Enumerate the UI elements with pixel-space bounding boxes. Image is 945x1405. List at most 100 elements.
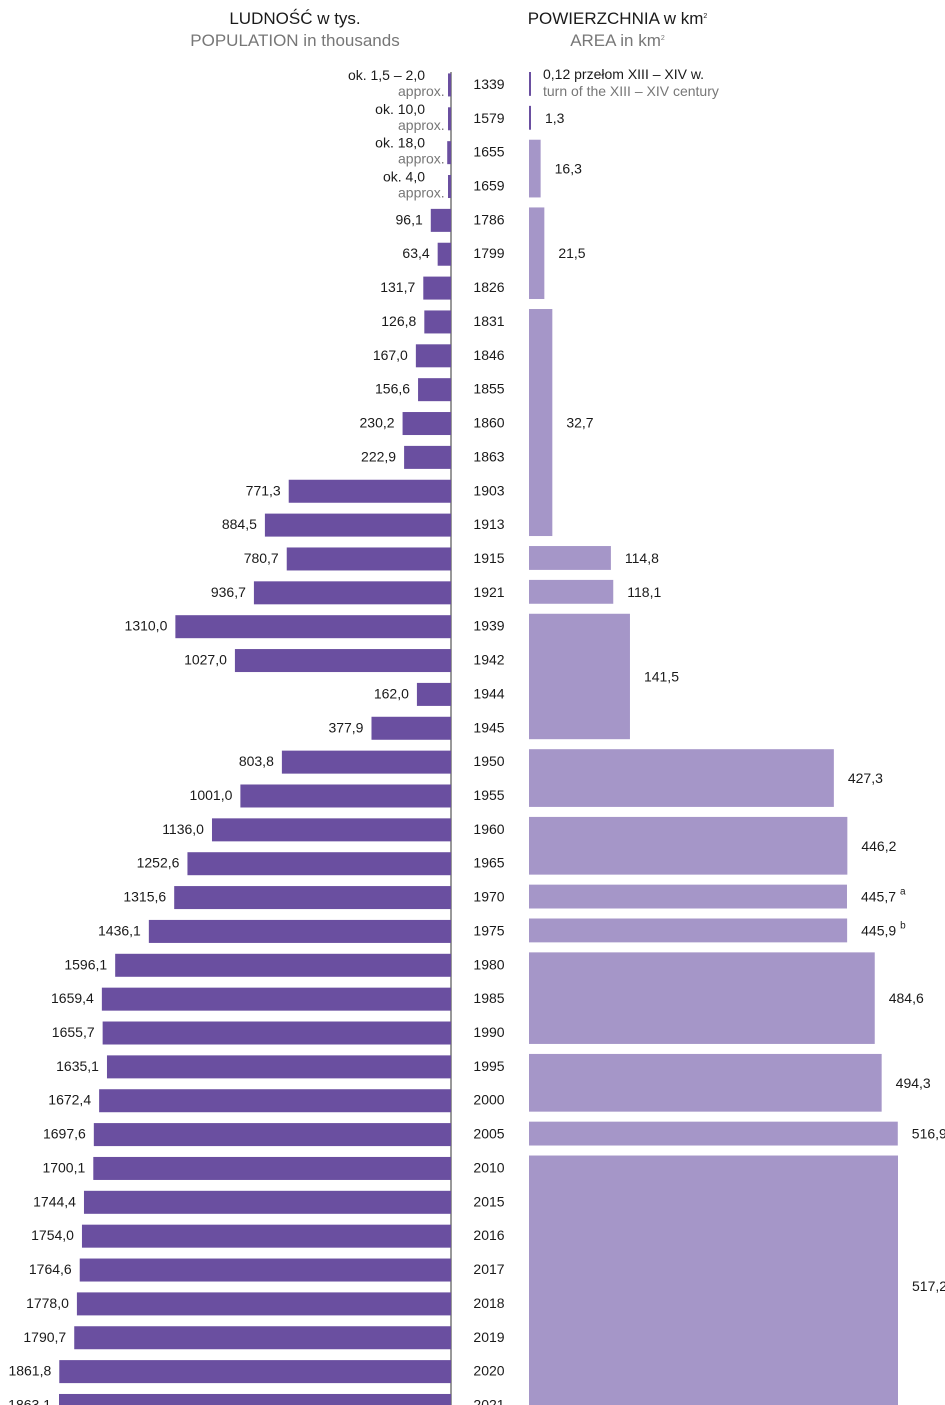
population-value-label: 1252,6 xyxy=(137,855,180,871)
population-bar xyxy=(211,818,451,842)
area-value-label: 484,6 xyxy=(889,990,924,1006)
population-bar xyxy=(281,750,451,774)
year-label: 1980 xyxy=(473,956,504,972)
population-value-label: 936,7 xyxy=(211,584,246,600)
year-label: 1831 xyxy=(473,313,504,329)
year-label: 1942 xyxy=(473,652,504,668)
area-bar xyxy=(529,1053,882,1112)
population-value-label: 377,9 xyxy=(328,719,363,735)
area-footnote-marker: b xyxy=(900,920,906,931)
area-bar xyxy=(529,309,553,537)
area-value-label: 517,2 xyxy=(912,1278,945,1294)
year-label: 1855 xyxy=(473,381,504,397)
population-bar xyxy=(415,344,451,368)
year-label: 1965 xyxy=(473,855,504,871)
population-bar xyxy=(175,615,451,639)
population-bar xyxy=(148,919,451,943)
population-value-label: 1027,0 xyxy=(184,652,227,668)
area-bar xyxy=(529,1155,898,1405)
area-footnote-marker: a xyxy=(900,887,906,898)
population-approx-note: approx. xyxy=(398,117,445,133)
population-value-label: 1863,1 xyxy=(8,1396,51,1405)
population-bar xyxy=(76,1292,451,1316)
year-label: 2010 xyxy=(473,1159,504,1175)
year-label: 2016 xyxy=(473,1227,504,1243)
population-bar xyxy=(371,716,451,740)
year-label: 1915 xyxy=(473,550,504,566)
population-bar xyxy=(264,513,451,537)
population-value-label: ok. 18,0 xyxy=(375,135,425,151)
year-label: 1921 xyxy=(473,584,504,600)
area-value-label: 118,1 xyxy=(627,584,661,600)
year-label: 1863 xyxy=(473,448,504,464)
population-value-label: ok. 4,0 xyxy=(383,169,425,185)
year-label: 2019 xyxy=(473,1329,504,1345)
year-label: 1960 xyxy=(473,821,504,837)
population-approx-note: approx. xyxy=(398,185,445,201)
population-value-label: 1136,0 xyxy=(162,821,204,837)
year-label: 1985 xyxy=(473,990,504,1006)
population-approx-note: approx. xyxy=(398,151,445,167)
year-label: 1944 xyxy=(473,685,504,701)
year-label: 2021 xyxy=(473,1396,504,1405)
population-value-label: 1861,8 xyxy=(8,1363,51,1379)
area-value-label: 0,12 przełom XIII – XIV w. xyxy=(543,66,704,82)
area-value-label: 32,7 xyxy=(566,415,593,431)
population-bar xyxy=(81,1224,451,1248)
area-value-label: 1,3 xyxy=(545,110,565,126)
area-bar xyxy=(529,72,531,96)
year-label: 1990 xyxy=(473,1024,504,1040)
population-bar xyxy=(404,445,451,469)
year-label: 2000 xyxy=(473,1092,504,1108)
area-bar xyxy=(529,952,875,1044)
population-value-label: ok. 1,5 – 2,0 xyxy=(348,67,425,83)
area-value-label: 21,5 xyxy=(558,245,585,261)
year-label: 1860 xyxy=(473,415,504,431)
population-bar xyxy=(101,987,452,1011)
population-value-label: 1635,1 xyxy=(56,1058,99,1074)
year-label: 1655 xyxy=(473,144,504,160)
area-value-label: 494,3 xyxy=(896,1075,931,1091)
population-value-label: 1001,0 xyxy=(190,787,233,803)
area-century-note: turn of the XIII – XIV century xyxy=(543,83,719,99)
population-bar xyxy=(424,310,451,334)
area-subtitle: AREA in km2 xyxy=(570,31,665,50)
year-label: 1939 xyxy=(473,618,504,634)
area-bar xyxy=(529,546,611,570)
area-value-label: 445,9 xyxy=(861,922,896,938)
year-label: 1903 xyxy=(473,482,504,498)
population-value-label: 1790,7 xyxy=(23,1329,66,1345)
year-label: 1945 xyxy=(473,719,504,735)
population-bar xyxy=(423,276,451,300)
population-bar xyxy=(93,1156,451,1180)
population-bar xyxy=(286,547,451,571)
population-title: LUDNOŚĆ w tys. xyxy=(229,9,361,28)
population-value-label: 162,0 xyxy=(374,685,409,701)
population-value-label: 63,4 xyxy=(402,245,429,261)
area-value-label: 141,5 xyxy=(644,668,679,684)
population-value-label: 1659,4 xyxy=(51,990,94,1006)
population-bar xyxy=(448,175,451,199)
population-value-label: ok. 10,0 xyxy=(375,101,425,117)
area-header: POWIERZCHNIA w km2 AREA in km2 xyxy=(490,8,745,52)
area-bar xyxy=(529,579,614,604)
population-value-label: 1596,1 xyxy=(64,956,107,972)
year-label: 1826 xyxy=(473,279,504,295)
year-label: 1995 xyxy=(473,1058,504,1074)
population-bar xyxy=(99,1089,452,1113)
area-bar xyxy=(529,105,531,130)
year-label: 1846 xyxy=(473,347,504,363)
area-bar xyxy=(529,613,630,740)
population-value-label: 1697,6 xyxy=(43,1126,86,1142)
area-bar xyxy=(529,749,834,807)
population-value-label: 1778,0 xyxy=(26,1295,69,1311)
area-bar xyxy=(529,207,545,300)
population-bar xyxy=(102,1021,451,1045)
area-bar xyxy=(529,918,848,943)
population-value-label: 1744,4 xyxy=(33,1193,76,1209)
population-value-label: 1436,1 xyxy=(98,922,141,938)
population-bar xyxy=(79,1258,451,1282)
area-bar xyxy=(529,1121,898,1146)
population-bar xyxy=(448,73,451,97)
area-bar xyxy=(529,816,848,875)
